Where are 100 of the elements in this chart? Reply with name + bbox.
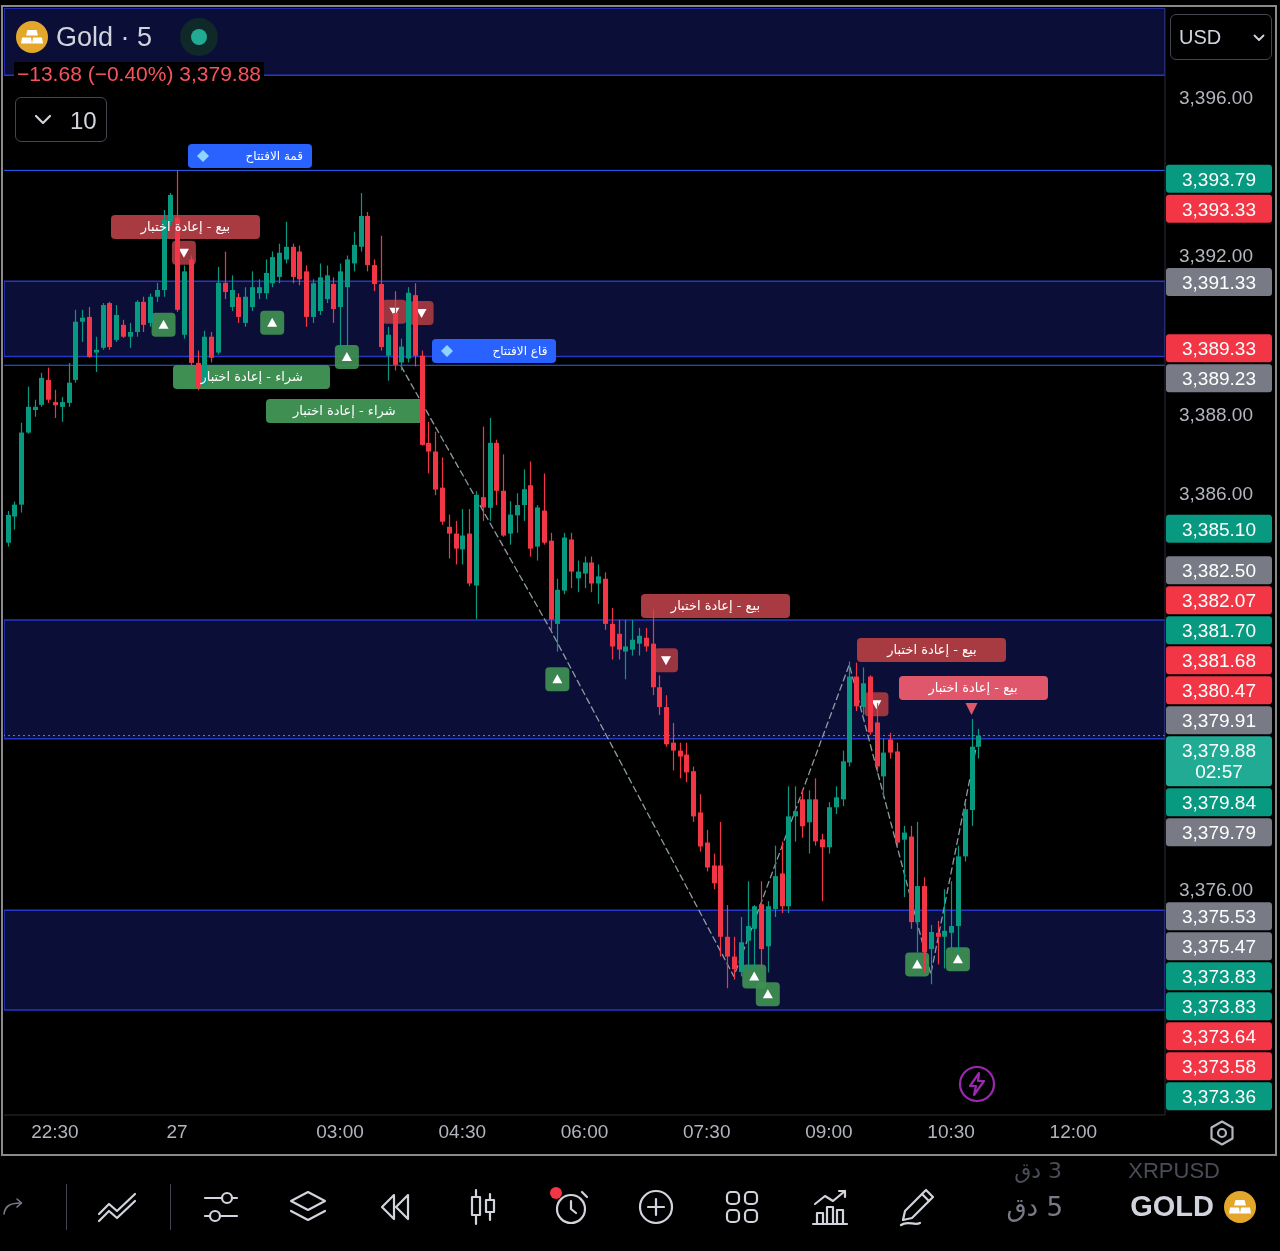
candlestick <box>196 350 201 391</box>
ref-line-label: قمة الافتتاح <box>244 148 303 166</box>
candlestick <box>936 920 941 966</box>
candlestick <box>820 833 825 902</box>
candlestick <box>902 825 907 898</box>
point <box>653 648 678 673</box>
x-tick-label: 07:30 <box>682 1121 731 1143</box>
candlestick <box>155 282 160 303</box>
y-tick-label: 3,386.00 <box>1179 482 1253 504</box>
candlestick <box>630 619 635 657</box>
candlestick <box>793 785 798 843</box>
text: 3,389.23 <box>1182 368 1256 390</box>
candlestick <box>460 508 465 566</box>
text: XRPUSD <box>1127 1158 1220 1184</box>
text: 3,373.36 <box>1182 1086 1256 1108</box>
text: 3,373.64 <box>1182 1026 1257 1048</box>
candlestick <box>53 389 58 419</box>
text: 3,382.07 <box>1182 590 1256 612</box>
text: 3,373.83 <box>1182 966 1256 988</box>
text: 3,385.10 <box>1182 518 1256 540</box>
ref-line-label: قاع الافتتاح <box>491 343 548 361</box>
text: 3,389.33 <box>1182 338 1256 360</box>
x-tick-label: 10:30 <box>927 1121 975 1143</box>
candlestick <box>644 627 649 653</box>
text: 3,373.83 <box>1182 996 1256 1018</box>
text: 3,393.33 <box>1182 198 1256 220</box>
candlestick <box>141 296 146 333</box>
candlestick <box>447 513 452 560</box>
point <box>545 667 570 692</box>
candlestick <box>589 555 594 593</box>
candlestick <box>888 732 893 760</box>
candlestick <box>67 362 72 408</box>
text: 3,379.84 <box>1182 792 1257 814</box>
candlestick <box>128 322 133 349</box>
candlestick <box>46 367 51 404</box>
candlestick <box>834 785 839 815</box>
candlestick <box>352 231 357 272</box>
point <box>151 312 176 337</box>
candlestick <box>807 789 812 855</box>
text: Gold · 5 <box>56 21 153 53</box>
candlestick <box>617 619 622 661</box>
point <box>260 310 285 335</box>
candlestick <box>250 270 255 312</box>
candlestick <box>522 468 527 522</box>
text: 3 دق <box>1013 1158 1062 1183</box>
text: −13.68 (−0.40%) 3,379.88 <box>14 62 265 86</box>
candlestick <box>508 500 513 546</box>
candlestick <box>223 250 228 300</box>
candlestick <box>481 426 486 522</box>
text: 3,375.53 <box>1182 906 1256 928</box>
dropdown-button: USD <box>1170 14 1272 60</box>
text: 3,382.50 <box>1182 560 1256 582</box>
candlestick <box>94 336 99 373</box>
point <box>945 947 970 972</box>
text: 3,379.79 <box>1182 822 1256 844</box>
x-tick-label: 12:00 <box>1049 1121 1098 1143</box>
candlestick <box>121 319 126 339</box>
x-tick-label: 03:00 <box>316 1121 364 1143</box>
y-tick-label: 3,396.00 <box>1179 86 1253 108</box>
candlestick <box>399 338 404 371</box>
candlestick <box>623 619 628 680</box>
point <box>755 982 780 1007</box>
candlestick <box>583 555 588 589</box>
text: GOLD <box>1129 1190 1214 1223</box>
text: 5 دق <box>1005 1192 1063 1222</box>
candlestick <box>610 607 615 661</box>
text: 3,391.33 <box>1182 272 1256 294</box>
text: 3,393.79 <box>1182 168 1256 190</box>
candlestick <box>325 264 330 304</box>
text: 3,373.58 <box>1182 1056 1256 1078</box>
candlestick <box>596 563 601 605</box>
candlestick <box>929 924 934 985</box>
candlestick <box>236 292 241 324</box>
text: 3,381.68 <box>1182 650 1256 672</box>
candlestick <box>949 880 954 954</box>
ref-line-label: 3,379.88 02:57 <box>1182 740 1256 783</box>
annotation: 10 <box>70 107 97 135</box>
x-tick-label: 04:30 <box>438 1121 487 1143</box>
x-tick-label: 22:30 <box>31 1121 79 1143</box>
text: 3,380.47 <box>1182 680 1256 702</box>
candlestick <box>386 326 391 382</box>
candlestick <box>230 274 235 312</box>
candlestick <box>80 309 85 343</box>
x-tick-label: 09:00 <box>805 1121 853 1143</box>
candlestick <box>257 278 262 300</box>
y-tick-label: 3,376.00 <box>1179 878 1253 900</box>
candlestick <box>60 396 65 423</box>
point <box>905 952 930 977</box>
x-tick-label: 27 <box>166 1121 188 1143</box>
toggle-button: 10 <box>15 97 107 142</box>
text: 3,381.70 <box>1182 620 1256 642</box>
candlestick <box>372 258 377 292</box>
candlestick <box>454 520 459 566</box>
candlestick <box>942 888 947 970</box>
candlestick <box>861 666 866 716</box>
candlestick <box>732 936 737 981</box>
candlestick <box>725 904 730 989</box>
point <box>334 344 359 369</box>
candlestick <box>637 627 642 657</box>
candlestick <box>671 722 676 772</box>
